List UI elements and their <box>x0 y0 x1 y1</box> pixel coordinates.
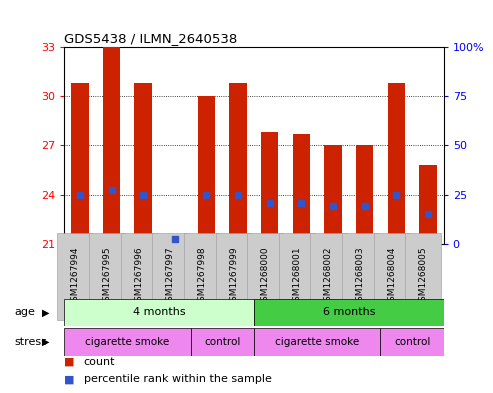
Text: GSM1267996: GSM1267996 <box>134 246 143 307</box>
Text: GSM1267997: GSM1267997 <box>166 246 175 307</box>
Point <box>424 211 432 217</box>
Bar <box>166 237 183 244</box>
Bar <box>191 328 254 356</box>
Point <box>329 203 337 209</box>
Text: GSM1267994: GSM1267994 <box>71 246 80 307</box>
Text: ▶: ▶ <box>42 337 49 347</box>
Point <box>361 203 369 209</box>
Text: cigarette smoke: cigarette smoke <box>85 337 170 347</box>
Text: GDS5438 / ILMN_2640538: GDS5438 / ILMN_2640538 <box>64 31 237 44</box>
Bar <box>254 299 444 326</box>
Bar <box>135 83 152 244</box>
Text: age: age <box>15 307 35 318</box>
Point <box>171 235 179 242</box>
Text: stress: stress <box>15 337 48 347</box>
Point <box>203 191 211 198</box>
Point <box>392 191 400 198</box>
Text: cigarette smoke: cigarette smoke <box>275 337 359 347</box>
Text: control: control <box>394 337 430 347</box>
Bar <box>387 83 405 244</box>
Text: GSM1268000: GSM1268000 <box>261 246 270 307</box>
Text: GSM1267998: GSM1267998 <box>197 246 207 307</box>
Text: GSM1268004: GSM1268004 <box>387 246 396 307</box>
Text: ■: ■ <box>64 374 74 384</box>
Bar <box>381 328 444 356</box>
Text: GSM1267995: GSM1267995 <box>103 246 111 307</box>
Bar <box>261 132 279 244</box>
Point <box>139 191 147 198</box>
Text: GSM1268002: GSM1268002 <box>324 246 333 307</box>
Bar <box>419 165 437 244</box>
Text: GSM1268001: GSM1268001 <box>292 246 301 307</box>
Text: control: control <box>204 337 241 347</box>
Bar <box>71 83 89 244</box>
Text: 6 months: 6 months <box>322 307 375 318</box>
Text: GSM1268003: GSM1268003 <box>355 246 365 307</box>
Point <box>266 200 274 206</box>
Text: GSM1268005: GSM1268005 <box>419 246 428 307</box>
Text: count: count <box>84 356 115 367</box>
Bar <box>64 299 254 326</box>
Bar <box>356 145 373 244</box>
Text: ■: ■ <box>64 356 74 367</box>
Bar <box>293 134 310 244</box>
Text: GSM1267999: GSM1267999 <box>229 246 238 307</box>
Bar <box>254 328 381 356</box>
Bar <box>64 328 191 356</box>
Point <box>76 191 84 198</box>
Point <box>297 200 305 206</box>
Text: percentile rank within the sample: percentile rank within the sample <box>84 374 272 384</box>
Bar <box>103 47 120 244</box>
Bar <box>198 96 215 244</box>
Bar <box>229 83 247 244</box>
Point <box>234 191 242 198</box>
Point <box>107 186 115 193</box>
Text: ▶: ▶ <box>42 307 49 318</box>
Text: 4 months: 4 months <box>133 307 185 318</box>
Bar <box>324 145 342 244</box>
